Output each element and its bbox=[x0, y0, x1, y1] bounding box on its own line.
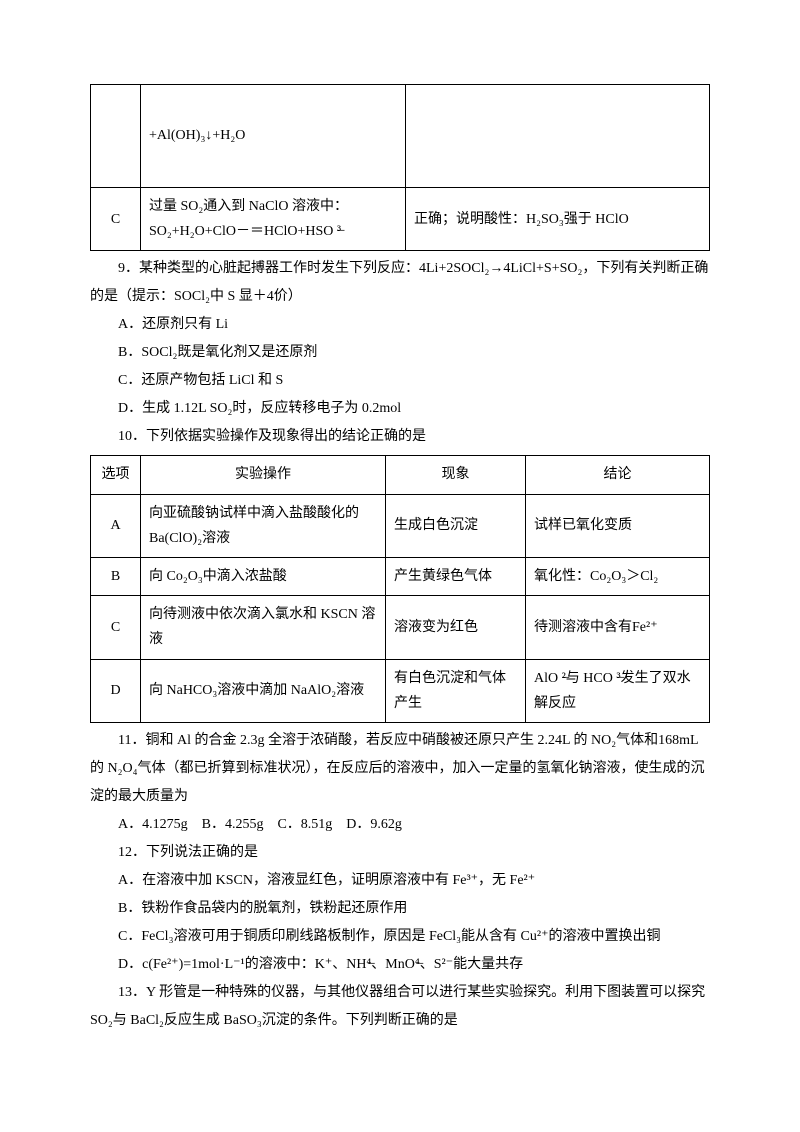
q9-stem: 9．某种类型的心脏起搏器工作时发生下列反应：4Li+2SOCl₂→4LiCl+S… bbox=[90, 255, 710, 311]
cell: 氧化性：Co₂O₃＞Cl₂ bbox=[526, 557, 710, 595]
cell: B bbox=[91, 557, 141, 595]
cell: A bbox=[91, 494, 141, 557]
col-header: 现象 bbox=[386, 456, 526, 494]
cell: 向 Co₂O₃中滴入浓盐酸 bbox=[141, 557, 386, 595]
col-header: 选项 bbox=[91, 456, 141, 494]
cell: +Al(OH)₃↓+H₂O bbox=[141, 85, 406, 188]
cell: 向亚硫酸钠试样中滴入盐酸酸化的Ba(ClO)₂溶液 bbox=[141, 494, 386, 557]
cell: D bbox=[91, 659, 141, 722]
table-row: C 向待测液中依次滴入氯水和 KSCN 溶液 溶液变为红色 待测溶液中含有Fe²… bbox=[91, 596, 710, 659]
cell bbox=[91, 85, 141, 188]
cell: 向 NaHCO₃溶液中滴加 NaAlO₂溶液 bbox=[141, 659, 386, 722]
q12-opt-b: B．铁粉作食品袋内的脱氧剂，铁粉起还原作用 bbox=[90, 895, 710, 923]
cell: 试样已氧化变质 bbox=[526, 494, 710, 557]
cell: 向待测液中依次滴入氯水和 KSCN 溶液 bbox=[141, 596, 386, 659]
cell: 正确；说明酸性：H₂SO₃强于 HClO bbox=[406, 188, 710, 251]
q9-opt-a: A．还原剂只有 Li bbox=[90, 311, 710, 339]
table-row: D 向 NaHCO₃溶液中滴加 NaAlO₂溶液 有白色沉淀和气体产生 AlO … bbox=[91, 659, 710, 722]
cell: 产生黄绿色气体 bbox=[386, 557, 526, 595]
cell: C bbox=[91, 596, 141, 659]
table-row: +Al(OH)₃↓+H₂O bbox=[91, 85, 710, 188]
q9-opt-d: D．生成 1.12L SO₂时，反应转移电子为 0.2mol bbox=[90, 395, 710, 423]
q12-opt-a: A．在溶液中加 KSCN，溶液显红色，证明原溶液中有 Fe³⁺，无 Fe²⁺ bbox=[90, 867, 710, 895]
table-row: A 向亚硫酸钠试样中滴入盐酸酸化的Ba(ClO)₂溶液 生成白色沉淀 试样已氧化… bbox=[91, 494, 710, 557]
q12-stem: 12．下列说法正确的是 bbox=[90, 839, 710, 867]
table-row: B 向 Co₂O₃中滴入浓盐酸 产生黄绿色气体 氧化性：Co₂O₃＞Cl₂ bbox=[91, 557, 710, 595]
cell: 有白色沉淀和气体产生 bbox=[386, 659, 526, 722]
table-partial-top: +Al(OH)₃↓+H₂O C 过量 SO₂通入到 NaClO 溶液中：SO₂+… bbox=[90, 84, 710, 251]
col-header: 实验操作 bbox=[141, 456, 386, 494]
table-row: C 过量 SO₂通入到 NaClO 溶液中：SO₂+H₂O+ClO－＝HClO+… bbox=[91, 188, 710, 251]
q11-opts: A．4.1275g B．4.255g C．8.51g D．9.62g bbox=[90, 811, 710, 839]
q13-stem: 13．Y 形管是一种特殊的仪器，与其他仪器组合可以进行某些实验探究。利用下图装置… bbox=[90, 979, 710, 1035]
cell: AlO ²̶与 HCO ³̶发生了双水解反应 bbox=[526, 659, 710, 722]
cell: 过量 SO₂通入到 NaClO 溶液中：SO₂+H₂O+ClO－＝HClO+HS… bbox=[141, 188, 406, 251]
cell: 待测溶液中含有Fe²⁺ bbox=[526, 596, 710, 659]
q12-opt-c: C．FeCl₃溶液可用于铜质印刷线路板制作，原因是 FeCl₃能从含有 Cu²⁺… bbox=[90, 923, 710, 951]
col-header: 结论 bbox=[526, 456, 710, 494]
cell bbox=[406, 85, 710, 188]
cell: C bbox=[91, 188, 141, 251]
q9-opt-c: C．还原产物包括 LiCl 和 S bbox=[90, 367, 710, 395]
cell: 溶液变为红色 bbox=[386, 596, 526, 659]
table-header-row: 选项 实验操作 现象 结论 bbox=[91, 456, 710, 494]
q12-opt-d: D．c(Fe²⁺)=1mol·L⁻¹的溶液中：K⁺、NH⁴̶、MnO⁴̶、S²⁻… bbox=[90, 951, 710, 979]
table-q10: 选项 实验操作 现象 结论 A 向亚硫酸钠试样中滴入盐酸酸化的Ba(ClO)₂溶… bbox=[90, 455, 710, 723]
q9-opt-b: B．SOCl₂既是氧化剂又是还原剂 bbox=[90, 339, 710, 367]
cell: 生成白色沉淀 bbox=[386, 494, 526, 557]
q11-stem: 11．铜和 Al 的合金 2.3g 全溶于浓硝酸，若反应中硝酸被还原只产生 2.… bbox=[90, 727, 710, 811]
q10-stem: 10．下列依据实验操作及现象得出的结论正确的是 bbox=[90, 423, 710, 451]
